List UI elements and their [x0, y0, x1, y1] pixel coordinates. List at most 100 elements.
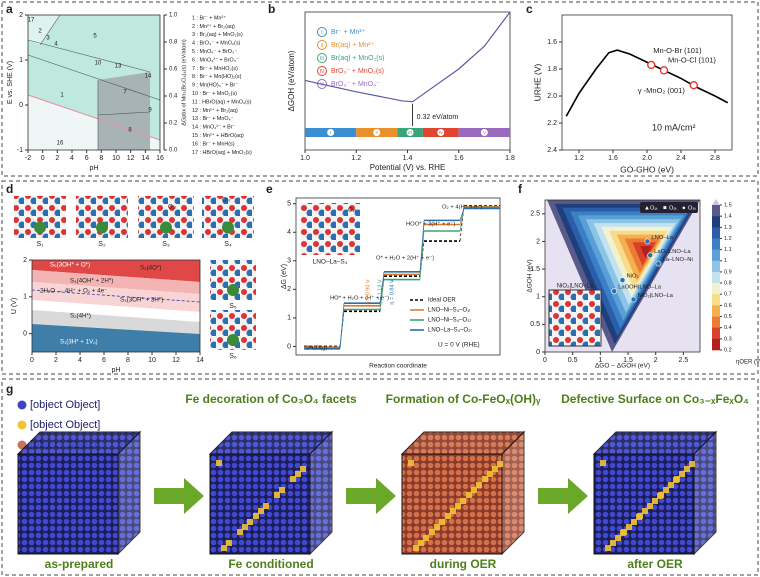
fe-site: [471, 487, 477, 493]
y-axis-label: URHE (V): [532, 63, 542, 101]
site-label: O₂ₜ: [222, 198, 231, 204]
legend-entry: Br⁻ + Mn²⁺: [331, 29, 366, 36]
legend-badge: [317, 27, 327, 37]
y-tick-label: 1.5: [530, 266, 540, 273]
y-tick-label: 4: [287, 229, 291, 236]
plot-frame: [31, 259, 201, 353]
colorbar-cap: [712, 199, 720, 205]
point-label: La–LNO–Ni: [662, 257, 692, 263]
x-tick-label: 8: [126, 357, 130, 364]
y-axis-label: ΔG (eV): [281, 264, 288, 289]
legend-marker: ●: [682, 206, 686, 212]
panel-frame: [1, 1, 759, 177]
inset: [548, 289, 602, 347]
x-tick-label: 10: [112, 155, 120, 162]
legend-entry: 9 : Mn(HO)₃⁻ + Br⁻: [192, 83, 238, 89]
x-tick-label: 14: [141, 155, 149, 162]
legend-entry: 12 : Mn²⁺ + Br₂(aq): [192, 108, 238, 114]
point-label: Mn-O-Cl (101): [668, 55, 716, 64]
legend-entry: Br(aq) + Mn²⁺: [331, 42, 374, 49]
legend-entry: 5 : MnO₄⁻ + BrO₃⁻: [192, 49, 237, 55]
structure-label: S₄: [224, 241, 232, 248]
legend-entry: [object Object]: [30, 419, 100, 431]
annotation: U = 0 V (RHE): [438, 342, 480, 349]
stage-title: Defective Surface on Co₃₋ₓFeₓO₄: [561, 392, 749, 406]
fe-site: [263, 503, 269, 509]
legend-entry: 13 : Br⁻ + MnO₄⁻: [192, 116, 234, 122]
colorbar-cell: [712, 316, 720, 328]
cube-face: [593, 453, 695, 555]
y-tick-label: 2.0: [547, 93, 557, 100]
fe-site: [605, 545, 611, 551]
x-tick-label: 12: [127, 155, 135, 162]
colorbar-tick-label: 1: [724, 258, 727, 264]
region-label: 16: [57, 141, 64, 147]
stage-title: Formation of Co-FeOₓ(OH)ᵧ: [386, 392, 541, 406]
y2-tick-label: 0.0: [169, 148, 178, 154]
region-label: 13: [115, 64, 122, 70]
colorbar-tick-label: 1.2: [724, 236, 732, 242]
step-label: HOO* + 3(H⁺ + e⁻): [406, 221, 455, 228]
legend-entry: Br(aq) + MnO₂(s): [331, 55, 384, 62]
colorbar-tick-label: 1.5: [724, 202, 732, 208]
stage-title: Fe decoration of Co₃O₄ facets: [185, 392, 357, 406]
stage-caption: during OER: [430, 557, 497, 571]
x-axis-label: ΔGO − ΔGOH (eV): [595, 363, 650, 370]
cube: [400, 430, 526, 556]
legend-entry: 10 : Br⁻ + MnO₂(s): [192, 91, 237, 97]
fe-site: [258, 508, 264, 514]
x-tick-label: 2.8: [710, 155, 720, 162]
x-tick-label: 4: [78, 357, 82, 364]
x-tick-label: 2.5: [679, 357, 689, 364]
legend-marker: [17, 420, 27, 430]
y-tick-label: 5: [287, 201, 291, 208]
fe-site: [673, 477, 679, 483]
x-tick-label: 1.6: [454, 155, 464, 162]
point: [630, 296, 637, 303]
connector: [339, 303, 345, 349]
fe-site: [466, 492, 472, 498]
colorbar-tick-label: 0.4: [724, 325, 732, 331]
y2-tick-label: 0.6: [169, 67, 178, 73]
region-label: 17: [28, 18, 35, 24]
fe-site: [689, 461, 695, 467]
curve: [304, 11, 511, 103]
region-label: 3: [46, 36, 50, 42]
legend-entry: 6 : MnO₄²⁻ + BrO₃⁻: [192, 57, 239, 63]
cube: [208, 430, 334, 556]
point-label: NiO₂: [627, 274, 639, 280]
legend-entry: 15 : Mn²⁺ + HBrO(aq): [192, 133, 244, 139]
region-label: 10: [95, 61, 102, 67]
fe-site: [279, 487, 285, 493]
fe-site: [615, 535, 621, 541]
step-label: 2H₂O(g): [306, 346, 327, 352]
step-label: O₂ + 4(H⁺ + e⁻): [442, 204, 483, 211]
x-tick-label: 0.5: [568, 357, 578, 364]
legend-entry: 11 : HBrO(aq) + MnO₂(s): [192, 99, 252, 105]
y-tick-label: 0: [536, 349, 540, 356]
fe-site: [455, 503, 461, 509]
connector: [419, 230, 425, 280]
structure-label: S₆: [229, 353, 237, 360]
colorbar-cell: [712, 283, 720, 295]
x-tick-label: 0: [30, 357, 34, 364]
legend-marker: ■: [663, 206, 667, 212]
y-tick-label: 1: [19, 57, 23, 64]
fe-site: [418, 540, 424, 546]
region-label: 14: [145, 74, 152, 80]
overpotential: η = 1.13 V: [377, 279, 383, 305]
point: [655, 260, 662, 267]
x-axis-label: pH: [112, 367, 121, 374]
structure-label: S₅: [229, 303, 237, 310]
fe-site: [668, 482, 674, 488]
step-label: O* + H₂O + 2(H⁺ + e⁻): [376, 255, 434, 262]
panel-label: d: [6, 182, 13, 196]
x-axis-label: Potential (V) vs. RHE: [370, 163, 446, 172]
band-label: S₄(4OH* + 2H*): [70, 278, 113, 285]
phase-badge: [326, 128, 336, 137]
fe-site: [242, 524, 248, 530]
legend-entry: Ideal OER: [428, 298, 456, 304]
structure-label: S₂: [98, 241, 106, 248]
x-tick-label: 12: [172, 357, 180, 364]
